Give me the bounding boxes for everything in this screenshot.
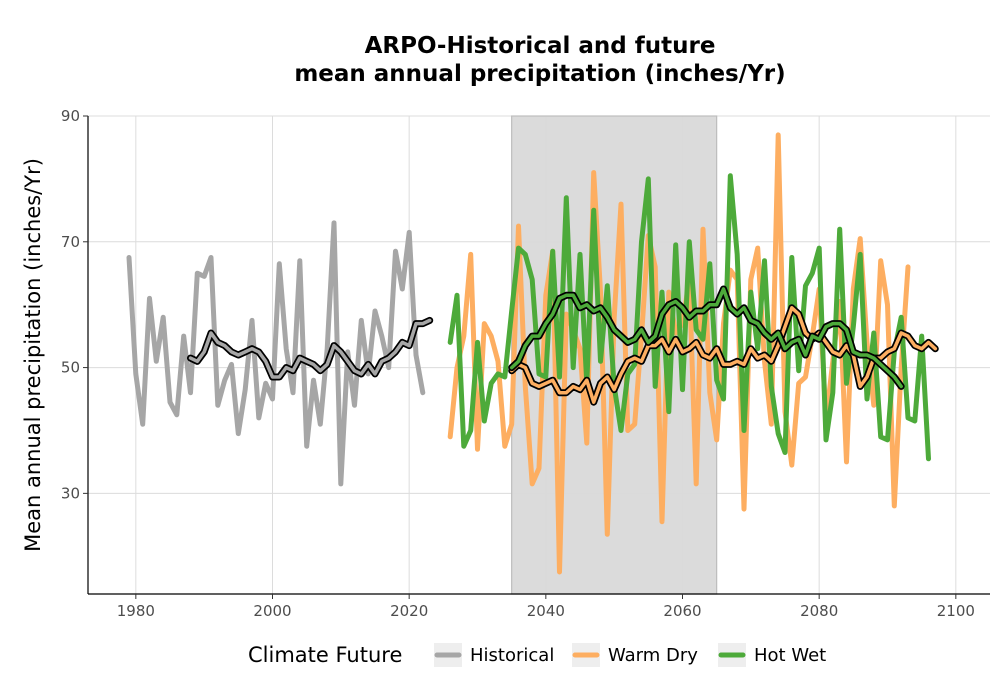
chart-title-line-1: ARPO-Historical and future	[365, 33, 716, 59]
smooth-line-warm_dry	[509, 306, 938, 404]
legend-label: Warm Dry	[608, 645, 698, 666]
legend-title: Climate Future	[248, 643, 402, 667]
x-tick-label: 2000	[253, 602, 291, 620]
smooth-line-hot_wet	[509, 287, 903, 389]
axes	[87, 116, 990, 595]
series-line-hot_wet	[447, 173, 931, 462]
x-tick-label: 2040	[527, 602, 565, 620]
x-tick-label: 2020	[390, 602, 428, 620]
smooth-line-historical	[188, 318, 432, 379]
series-lines	[126, 132, 939, 575]
legend: Climate Future Historical Warm Dry Hot Wet	[248, 643, 826, 667]
legend-label: Historical	[470, 645, 554, 666]
x-tick-label: 2080	[800, 602, 838, 620]
chart-title-line-2: mean annual precipitation (inches/Yr)	[294, 61, 785, 87]
legend-label: Hot Wet	[754, 645, 826, 666]
x-tick-label: 2060	[663, 602, 701, 620]
series-line-historical	[126, 220, 426, 487]
x-tick-label: 2100	[937, 602, 975, 620]
y-axis-label: Mean annual precipitation (inches/Yr)	[21, 158, 45, 552]
y-tick-label: 70	[61, 233, 80, 251]
y-tick-label: 90	[61, 107, 80, 125]
y-tick-label: 50	[61, 359, 80, 377]
chart-title: ARPO-Historical and future mean annual p…	[294, 33, 785, 87]
y-axis-ticks: 30 50 70 90	[61, 107, 88, 502]
x-axis-ticks: 1980 2000 2020 2040 2060 2080 2100	[117, 594, 975, 620]
x-tick-label: 1980	[117, 602, 155, 620]
y-tick-label: 30	[61, 484, 80, 502]
